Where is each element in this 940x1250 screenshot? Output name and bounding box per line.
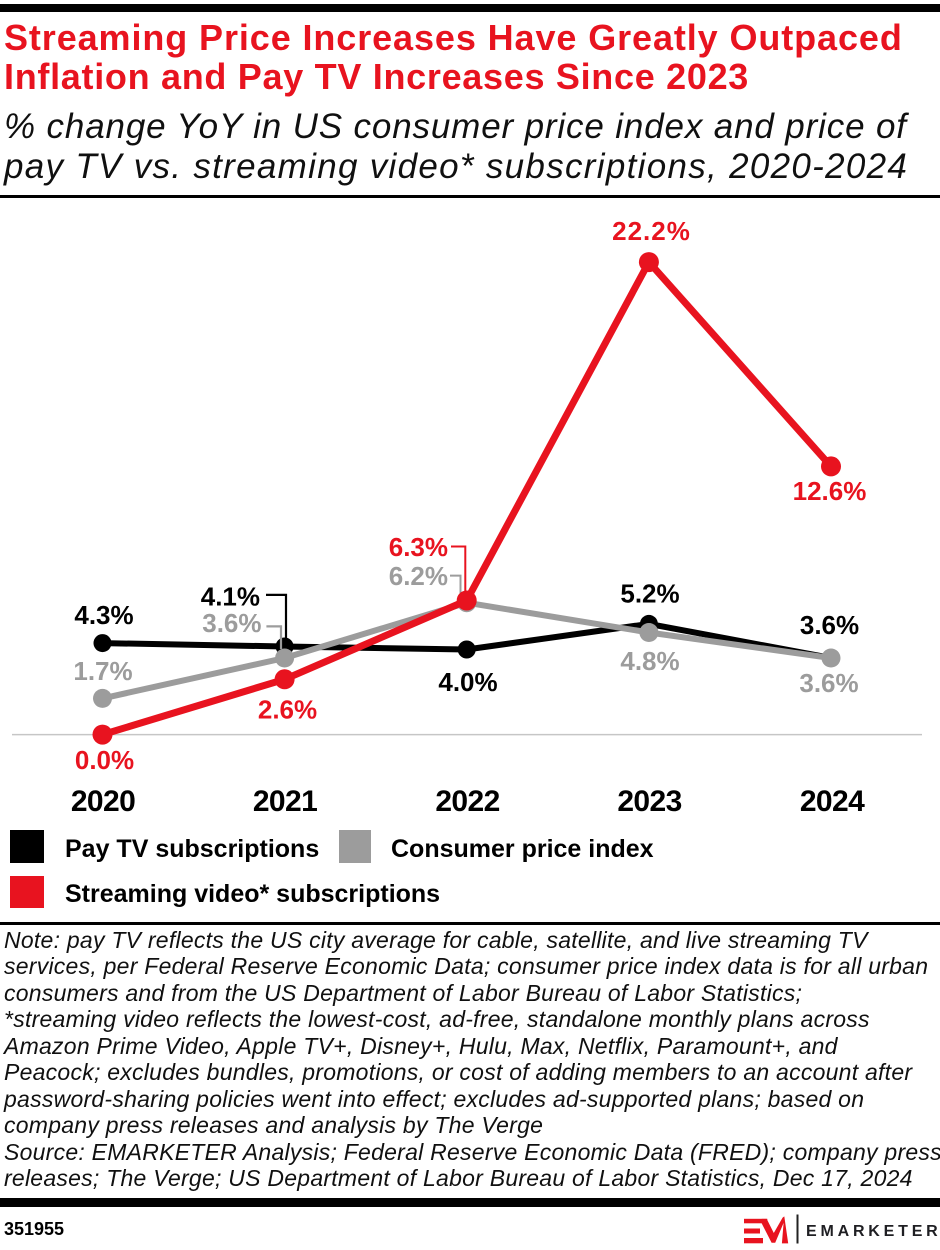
svg-text:6.3%: 6.3% — [389, 532, 448, 562]
svg-text:EMARKETER: EMARKETER — [806, 1223, 940, 1240]
svg-text:2022: 2022 — [435, 785, 499, 818]
svg-text:3.6%: 3.6% — [202, 608, 261, 638]
svg-text:2021: 2021 — [253, 785, 317, 818]
svg-text:4.1%: 4.1% — [201, 582, 260, 612]
svg-text:4.3%: 4.3% — [74, 600, 133, 630]
svg-text:2023: 2023 — [617, 785, 681, 818]
svg-text:22.2%: 22.2% — [612, 216, 691, 246]
svg-text:4.0%: 4.0% — [438, 667, 497, 697]
svg-text:5.2%: 5.2% — [620, 579, 679, 609]
svg-text:4.8%: 4.8% — [620, 646, 679, 676]
svg-text:12.6%: 12.6% — [793, 476, 867, 506]
svg-text:1.7%: 1.7% — [73, 656, 132, 686]
svg-text:2024: 2024 — [800, 785, 865, 818]
svg-text:6.2%: 6.2% — [389, 561, 448, 591]
svg-text:0.0%: 0.0% — [75, 745, 134, 775]
svg-text:2020: 2020 — [71, 785, 135, 818]
svg-text:2.6%: 2.6% — [258, 694, 317, 724]
svg-text:3.6%: 3.6% — [800, 610, 859, 640]
svg-text:3.6%: 3.6% — [799, 668, 858, 698]
